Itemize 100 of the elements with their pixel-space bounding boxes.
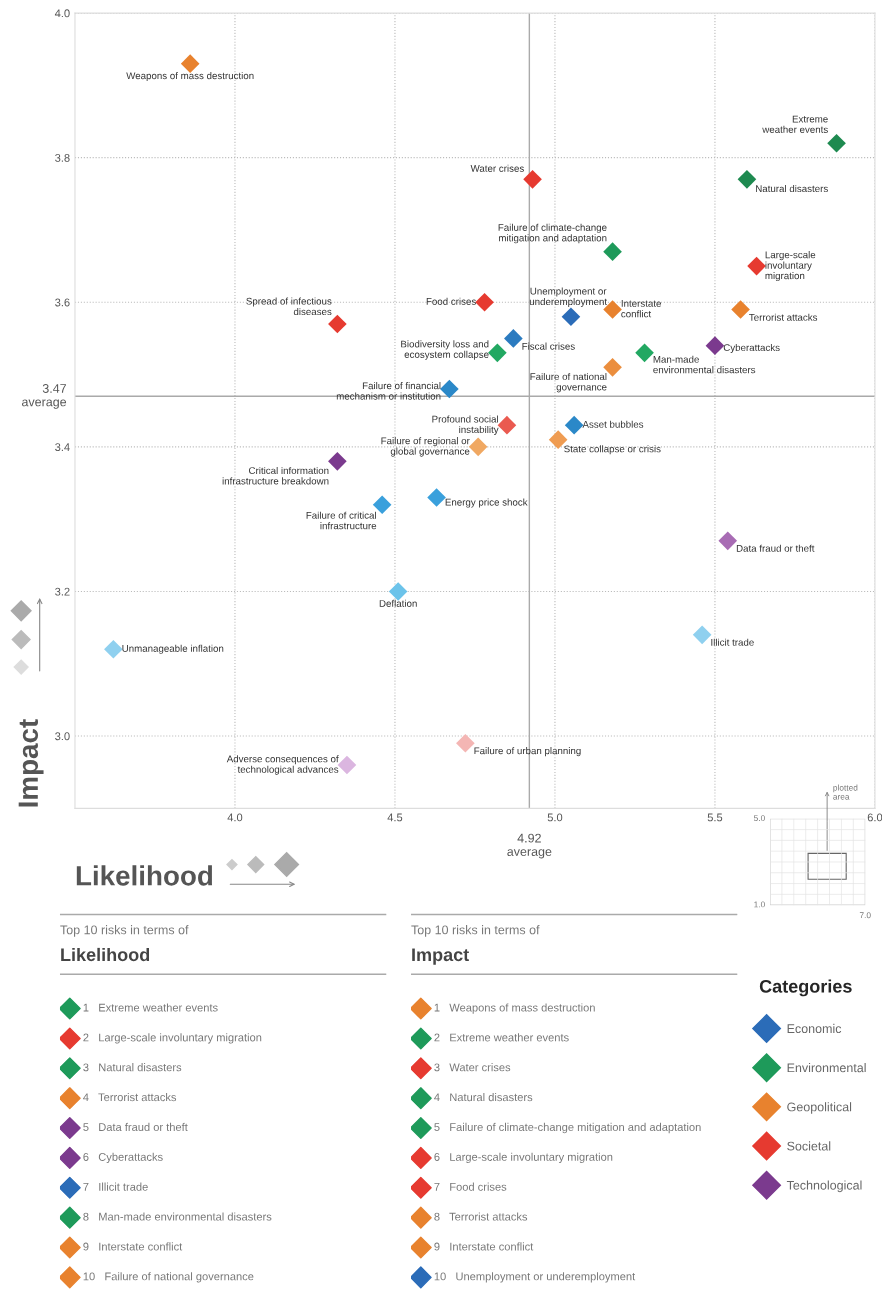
y-tick-label: 3.8 xyxy=(55,153,70,162)
text: 8 Man-made environmental disasters xyxy=(83,1212,272,1221)
annotation: Biodiversity loss and ecosystem collapse xyxy=(401,340,489,360)
y-tick-label: 3.0 xyxy=(55,732,70,741)
annotation: Terrorist attacks xyxy=(749,313,818,321)
x-tick-label: 4.0 xyxy=(227,813,243,822)
point xyxy=(731,300,750,319)
point xyxy=(468,437,488,457)
y-tick-label: 3.4 xyxy=(55,443,70,451)
annotation: Interstate conflict xyxy=(621,300,661,318)
text: 7 Food crises xyxy=(434,1182,507,1191)
text: 4 Natural disasters xyxy=(434,1092,533,1102)
annotation: Food crises xyxy=(426,297,476,305)
annotation: Cyberattacks xyxy=(723,343,780,353)
text: Impact xyxy=(412,948,469,965)
point xyxy=(475,292,494,312)
x-tick-label: 5.5 xyxy=(707,813,723,822)
point xyxy=(718,531,738,551)
text: 7.0 xyxy=(859,912,871,919)
annotation: Illicit trade xyxy=(711,638,754,646)
annotation: Energy price shock xyxy=(445,498,528,508)
annotation: Failure of national governance xyxy=(530,372,607,393)
annotation: Unmanageable inflation xyxy=(122,644,224,654)
text: Top 10 risks in terms of xyxy=(60,925,189,937)
annotation: Extreme weather events xyxy=(762,115,828,133)
annotation: Deflation xyxy=(379,599,417,607)
annotation: Data fraud or theft xyxy=(736,544,815,552)
annotation: Natural disasters xyxy=(756,184,828,193)
annotation: Failure of climate-change mitigation and adaptation xyxy=(498,223,607,244)
annotation: plotted area xyxy=(833,784,858,800)
x-tick-label: 4.5 xyxy=(387,813,403,822)
y-tick-label: 3.6 xyxy=(55,298,70,307)
text: 7 Illicit trade xyxy=(83,1182,148,1191)
text: 10 Unemployment or underemployment xyxy=(434,1272,636,1283)
point xyxy=(737,170,757,189)
y-tick-label: 4.0 xyxy=(54,9,70,18)
point xyxy=(328,314,347,334)
annotation: Profound social instability xyxy=(432,415,499,435)
point xyxy=(488,343,507,363)
point xyxy=(504,329,523,348)
legend-title: Categories xyxy=(759,979,852,997)
legend-label: Economic xyxy=(787,1023,842,1034)
text: 9 Interstate conflict xyxy=(83,1242,183,1251)
point xyxy=(603,242,622,261)
ref-line-label: 4.92 average xyxy=(507,833,552,859)
annotation: Man-made environmental disasters xyxy=(653,355,756,374)
point xyxy=(692,625,712,645)
point xyxy=(497,415,517,435)
point xyxy=(561,307,581,327)
x-tick-label: 5.0 xyxy=(547,813,563,822)
point xyxy=(427,488,446,507)
annotation: Failure of urban planning xyxy=(474,747,581,757)
x-axis-title: Likelihood xyxy=(76,865,213,886)
annotation: Weapons of mass destruction xyxy=(126,72,254,82)
legend-label: Geopolitical xyxy=(787,1102,852,1114)
text: 1 Extreme weather events xyxy=(83,1003,218,1012)
annotation: Spread of infectious diseases xyxy=(246,297,332,316)
annotation: Unemployment or underemployment xyxy=(529,287,608,307)
ref-line-label: 3.47 average xyxy=(22,384,67,409)
text: 8 Terrorist attacks xyxy=(434,1212,528,1221)
text: 5 Failure of climate-change mitigation and adaptation xyxy=(434,1122,701,1134)
point xyxy=(328,452,347,471)
text: 9 Interstate conflict xyxy=(434,1242,534,1251)
annotation: Failure of regional or global governance xyxy=(381,437,470,457)
text: 3 Natural disasters xyxy=(83,1063,182,1072)
point xyxy=(705,336,725,355)
annotation: Failure of financial mechanism or institution xyxy=(336,382,441,400)
text: 6 Cyberattacks xyxy=(83,1152,163,1164)
text: 4 Terrorist attacks xyxy=(83,1092,177,1102)
x-tick-label: 6.0 xyxy=(867,813,882,822)
annotation: Failure of critical infrastructure xyxy=(306,511,377,530)
y-axis-title: Impact xyxy=(18,719,44,807)
text: 1.0 xyxy=(754,901,765,908)
text: 1 Weapons of mass destruction xyxy=(434,1003,595,1014)
text: Likelihood xyxy=(61,947,150,962)
legend-label: Technological xyxy=(786,1180,862,1193)
annotation: Large-scale involuntary migration xyxy=(765,251,816,282)
point xyxy=(104,639,123,659)
point xyxy=(635,343,654,363)
annotation: Critical information infrastructure breakdown xyxy=(222,466,329,485)
annotation: Water crises xyxy=(470,164,524,172)
text: 2 Large-scale involuntary migration xyxy=(83,1033,262,1044)
annotation: Fiscal crises xyxy=(522,342,575,350)
point xyxy=(827,133,846,153)
text: 6 Large-scale involuntary migration xyxy=(434,1152,613,1164)
annotation: Adverse consequences of technological advances xyxy=(226,755,339,775)
y-tick-label: 3.2 xyxy=(55,587,70,596)
point xyxy=(456,733,475,753)
point xyxy=(440,379,459,399)
annotation: State collapse or crisis xyxy=(564,445,661,455)
text: Top 10 risks in terms of xyxy=(411,925,540,937)
point xyxy=(337,755,357,775)
point xyxy=(747,256,766,276)
text: 5 Data fraud or theft xyxy=(83,1122,188,1132)
text: 2 Extreme weather events xyxy=(434,1033,569,1042)
point xyxy=(523,170,542,189)
legend-label: Environmental xyxy=(787,1063,866,1073)
point xyxy=(564,415,584,435)
text: 3 Water crises xyxy=(434,1063,511,1072)
point xyxy=(180,54,200,73)
